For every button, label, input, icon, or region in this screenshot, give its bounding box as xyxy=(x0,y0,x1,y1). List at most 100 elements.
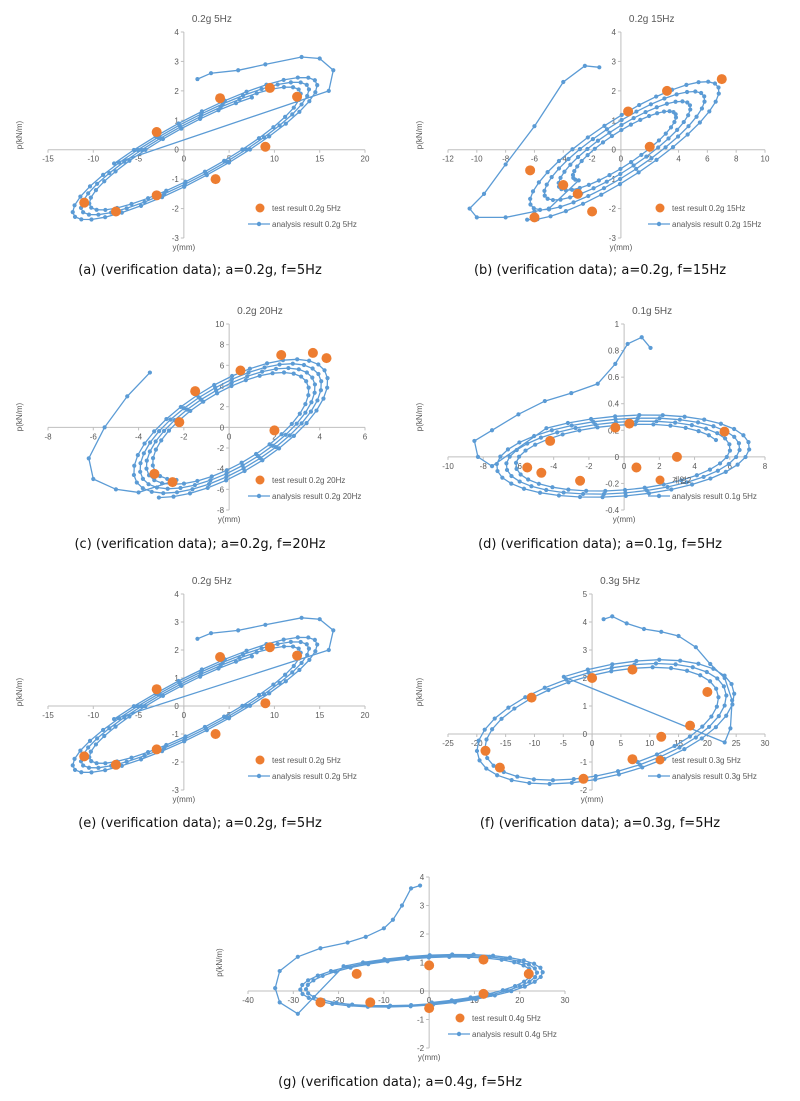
x-tick-label: -10 xyxy=(88,711,100,720)
legend-analysis-marker xyxy=(256,773,262,779)
legend-analysis-label: analysis result 0.4g 5Hz xyxy=(472,1030,557,1039)
analysis-point xyxy=(548,214,553,219)
analysis-point xyxy=(618,171,623,177)
analysis-point xyxy=(660,413,665,418)
analysis-point xyxy=(244,147,249,152)
analysis-point xyxy=(654,94,659,99)
analysis-point xyxy=(159,438,164,443)
analysis-point xyxy=(569,423,574,428)
y-tick-label: 1 xyxy=(615,320,620,329)
analysis-point xyxy=(259,86,264,92)
analysis-point xyxy=(326,647,331,653)
analysis-point xyxy=(277,362,282,367)
x-tick-label: -20 xyxy=(333,996,345,1005)
analysis-point xyxy=(164,742,169,748)
analysis-point xyxy=(129,201,134,207)
y-tick-label: 1 xyxy=(174,674,179,683)
test-point xyxy=(610,422,621,433)
analysis-point xyxy=(472,438,477,444)
analysis-point xyxy=(592,146,597,151)
analysis-point xyxy=(181,406,187,411)
analysis-point xyxy=(615,769,621,774)
x-tick-label: 0 xyxy=(590,739,595,748)
analysis-point xyxy=(311,978,316,983)
chart-c: 0.2g 20Hz-8 -6 -4 -2 0 2 4 6-8-6-4-20246810y(mm… xyxy=(15,306,368,524)
analysis-point xyxy=(124,759,129,764)
analysis-point xyxy=(595,138,601,143)
analysis-point xyxy=(70,763,75,768)
analysis-point xyxy=(673,420,678,425)
analysis-point xyxy=(275,641,280,647)
analysis-point xyxy=(729,681,734,687)
analysis-point xyxy=(212,382,217,388)
analysis-point xyxy=(244,703,249,708)
y-tick-label: 3 xyxy=(174,57,179,66)
test-point xyxy=(587,673,598,683)
y-tick-label: 0 xyxy=(615,453,620,462)
test-point xyxy=(315,997,326,1008)
analysis-series-line xyxy=(72,56,335,221)
analysis-point xyxy=(408,1002,414,1008)
analysis-point xyxy=(146,482,151,487)
analysis-point xyxy=(569,780,574,785)
analysis-point xyxy=(700,724,705,729)
analysis-point xyxy=(656,145,661,150)
analysis-point xyxy=(515,774,520,779)
analysis-point xyxy=(523,695,528,700)
analysis-point xyxy=(312,382,318,387)
analysis-point xyxy=(244,648,249,653)
analysis-point xyxy=(715,431,720,436)
analysis-point xyxy=(735,462,740,467)
y-tick-label: 2 xyxy=(220,403,225,412)
analysis-point xyxy=(140,476,146,481)
analysis-point xyxy=(715,676,720,681)
analysis-point xyxy=(618,176,623,182)
analysis-point xyxy=(299,102,304,107)
analysis-point xyxy=(243,378,248,383)
y-tick-label: 8 xyxy=(220,341,225,350)
test-point xyxy=(685,720,696,731)
y-tick-label: 0.4 xyxy=(608,400,620,409)
analysis-point xyxy=(727,448,733,453)
y-tick-label: -4 xyxy=(217,465,225,474)
analysis-point xyxy=(89,217,94,222)
analysis-point xyxy=(549,428,554,433)
analysis-point xyxy=(542,398,547,404)
x-tick-label: 0 xyxy=(622,462,627,471)
analysis-point xyxy=(634,166,639,172)
analysis-point xyxy=(309,400,314,405)
analysis-point xyxy=(147,449,152,454)
analysis-point xyxy=(639,152,644,158)
analysis-point xyxy=(198,116,203,122)
analysis-point xyxy=(113,487,119,492)
y-tick-label: 2 xyxy=(420,930,425,939)
analysis-point xyxy=(88,195,93,200)
analysis-point xyxy=(267,691,272,696)
x-tick-label: 20 xyxy=(361,711,370,720)
analysis-point xyxy=(86,765,92,770)
analysis-point xyxy=(103,215,108,220)
analysis-point xyxy=(298,987,303,992)
x-tick-label: 0 xyxy=(182,155,187,164)
analysis-point xyxy=(616,772,622,777)
analysis-point xyxy=(256,136,262,141)
analysis-point xyxy=(229,373,235,379)
analysis-point xyxy=(643,109,648,115)
analysis-point xyxy=(246,370,251,375)
analysis-point xyxy=(187,491,193,496)
analysis-point xyxy=(525,217,530,222)
analysis-point xyxy=(270,443,275,448)
analysis-point xyxy=(558,197,563,202)
test-point xyxy=(644,141,655,152)
y-tick-label: -1 xyxy=(609,175,617,184)
analysis-point xyxy=(466,954,471,960)
analysis-point xyxy=(593,773,598,779)
analysis-point xyxy=(662,96,667,101)
analysis-point xyxy=(447,954,452,960)
analysis-point xyxy=(545,170,550,175)
analysis-point xyxy=(94,761,99,766)
analysis-point xyxy=(732,426,737,432)
analysis-point xyxy=(561,79,566,85)
analysis-point xyxy=(127,714,132,719)
analysis-point xyxy=(475,454,481,459)
